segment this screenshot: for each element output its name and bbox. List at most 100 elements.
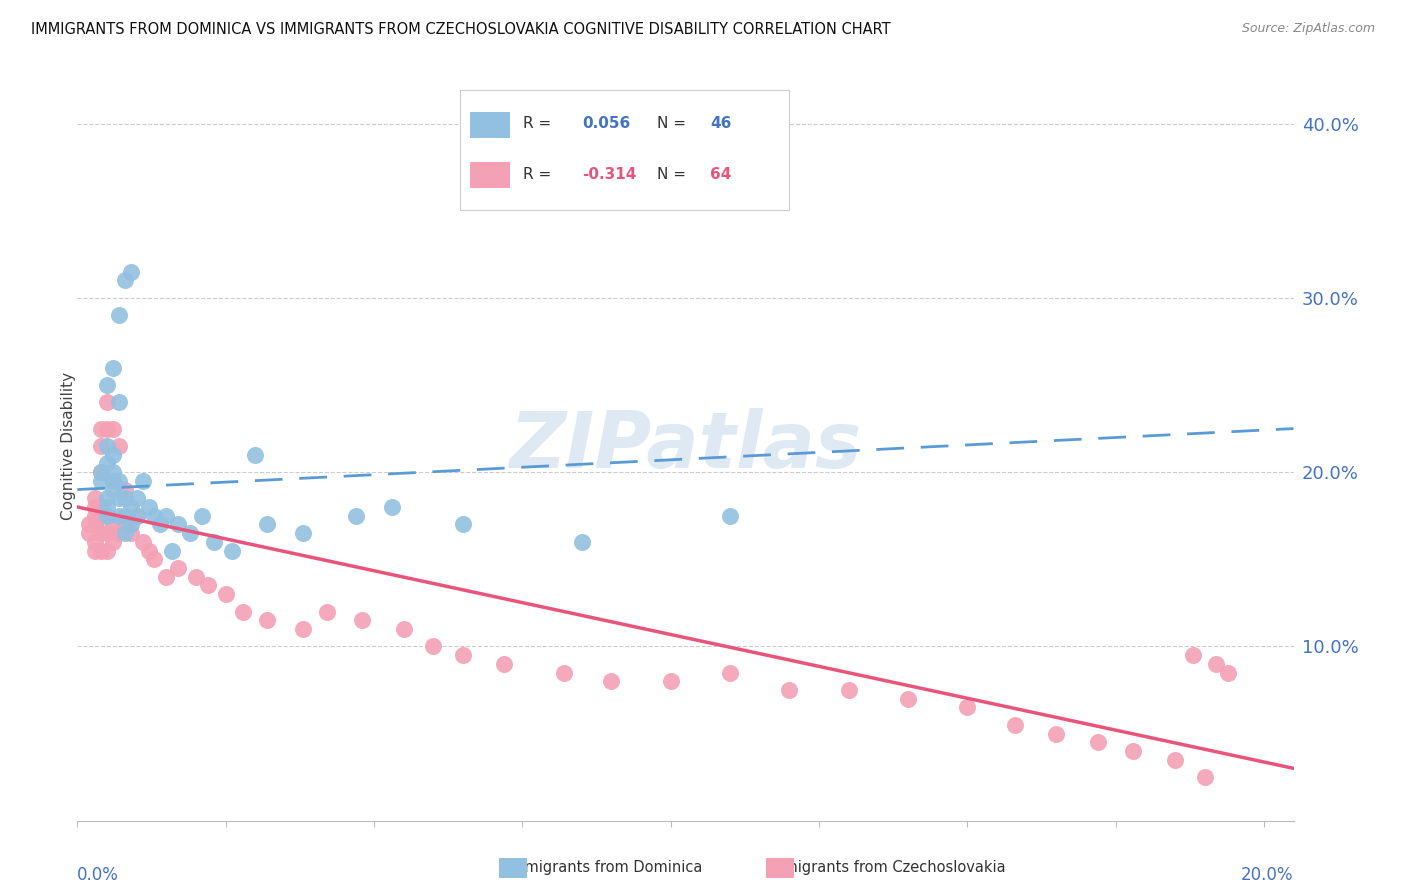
Point (101, 448, 124, 462)
Point (101, 474, 124, 488)
Point (108, 526, 131, 541)
Point (96, 508, 118, 523)
Point (90, 526, 112, 541)
Point (90, 474, 112, 488)
Point (1218, 665, 1240, 680)
Point (838, 682, 860, 697)
Point (214, 587, 236, 601)
Text: Immigrants from Dominica: Immigrants from Dominica (506, 860, 703, 874)
Point (125, 491, 148, 506)
Point (155, 508, 177, 523)
Point (221, 543, 243, 558)
Point (600, 674, 623, 689)
Point (131, 474, 153, 488)
Point (155, 570, 177, 584)
Point (1004, 718, 1026, 732)
Point (202, 534, 225, 549)
Point (232, 605, 254, 619)
Point (149, 517, 172, 532)
Point (1194, 770, 1216, 784)
Point (96, 500, 118, 514)
Point (718, 665, 741, 680)
Point (138, 543, 160, 558)
Point (101, 483, 124, 497)
Point (191, 508, 214, 523)
Point (451, 648, 474, 662)
Point (291, 622, 314, 636)
Point (108, 395, 131, 409)
Point (291, 526, 314, 541)
Point (659, 674, 682, 689)
Point (84, 500, 107, 514)
Point (571, 534, 593, 549)
Point (956, 700, 979, 714)
Text: IMMIGRANTS FROM DOMINICA VS IMMIGRANTS FROM CZECHOSLOVAKIA COGNITIVE DISABILITY : IMMIGRANTS FROM DOMINICA VS IMMIGRANTS F… (31, 22, 890, 37)
Point (90, 543, 112, 558)
Point (84, 534, 107, 549)
Point (114, 517, 136, 532)
Point (451, 517, 474, 532)
Point (96, 439, 118, 453)
Point (1087, 735, 1109, 749)
Point (108, 491, 131, 506)
Point (162, 543, 184, 558)
Point (167, 561, 190, 575)
Point (101, 474, 124, 488)
Point (553, 665, 575, 680)
Point (96, 378, 118, 392)
Point (197, 578, 219, 592)
Point (90, 500, 112, 514)
Point (90, 421, 112, 435)
Point (1045, 726, 1067, 740)
Point (84, 517, 107, 532)
Point (84, 508, 107, 523)
Point (90, 439, 112, 453)
Point (125, 508, 148, 523)
Point (108, 439, 131, 453)
Point (96, 526, 118, 541)
Point (718, 508, 741, 523)
Point (1181, 648, 1204, 662)
Point (392, 622, 415, 636)
Point (131, 534, 153, 549)
Point (352, 613, 374, 627)
Point (179, 526, 201, 541)
Point (108, 508, 131, 523)
Point (101, 421, 124, 435)
Point (90, 465, 112, 479)
Point (114, 526, 136, 541)
Text: 0.0%: 0.0% (77, 865, 120, 884)
Y-axis label: Cognitive Disability: Cognitive Disability (62, 372, 76, 520)
Text: 20.0%: 20.0% (1241, 865, 1294, 884)
Point (120, 265, 142, 279)
Point (114, 273, 136, 287)
Point (422, 640, 444, 654)
Point (114, 483, 136, 497)
Point (90, 465, 112, 479)
Point (494, 657, 516, 671)
Point (143, 552, 166, 566)
Point (84, 543, 107, 558)
Point (1122, 744, 1144, 758)
Point (101, 465, 124, 479)
Point (90, 508, 112, 523)
Point (245, 448, 267, 462)
Point (101, 517, 124, 532)
Point (120, 526, 142, 541)
Point (96, 395, 118, 409)
Point (96, 543, 118, 558)
Point (114, 508, 136, 523)
Point (184, 570, 207, 584)
Point (96, 457, 118, 471)
Point (138, 500, 160, 514)
Point (1164, 753, 1187, 767)
Point (256, 613, 278, 627)
Point (344, 508, 367, 523)
Point (114, 491, 136, 506)
Point (120, 500, 142, 514)
Point (96, 491, 118, 506)
Point (897, 691, 920, 706)
Text: Immigrants from Czechoslovakia: Immigrants from Czechoslovakia (765, 860, 1007, 874)
Point (108, 308, 131, 322)
Point (778, 682, 800, 697)
